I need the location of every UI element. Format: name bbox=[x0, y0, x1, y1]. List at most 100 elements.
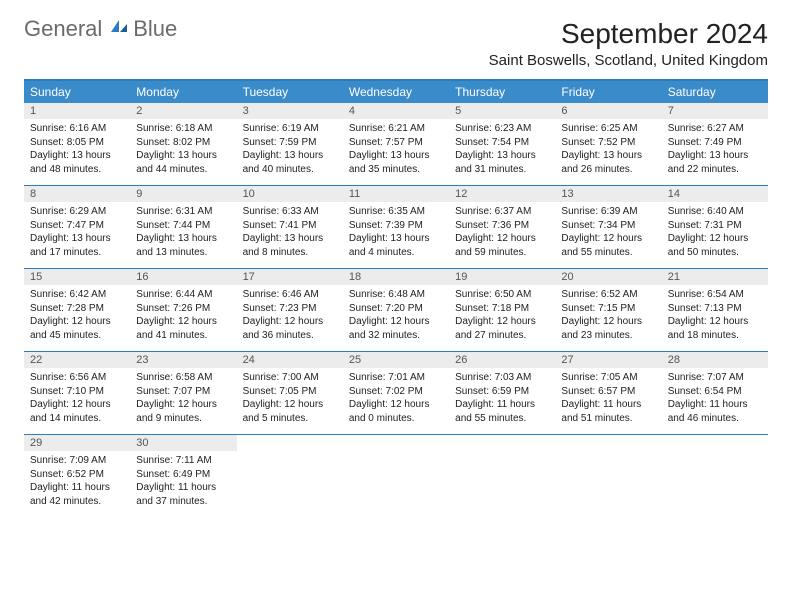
day-daylight1: Daylight: 12 hours bbox=[30, 398, 124, 412]
day-cell: 17Sunrise: 6:46 AMSunset: 7:23 PMDayligh… bbox=[237, 269, 343, 351]
day-number: 9 bbox=[130, 186, 236, 202]
day-sunrise: Sunrise: 6:56 AM bbox=[30, 371, 124, 385]
day-sunrise: Sunrise: 6:27 AM bbox=[668, 122, 762, 136]
day-body: Sunrise: 6:58 AMSunset: 7:07 PMDaylight:… bbox=[130, 368, 236, 431]
day-daylight1: Daylight: 13 hours bbox=[30, 232, 124, 246]
day-header-row: Sunday Monday Tuesday Wednesday Thursday… bbox=[24, 81, 768, 103]
day-number: 25 bbox=[343, 352, 449, 368]
day-cell: 1Sunrise: 6:16 AMSunset: 8:05 PMDaylight… bbox=[24, 103, 130, 185]
day-body: Sunrise: 6:39 AMSunset: 7:34 PMDaylight:… bbox=[555, 202, 661, 265]
day-sunset: Sunset: 7:52 PM bbox=[561, 136, 655, 150]
day-sunset: Sunset: 6:57 PM bbox=[561, 385, 655, 399]
day-daylight2: and 14 minutes. bbox=[30, 412, 124, 426]
day-daylight1: Daylight: 12 hours bbox=[455, 232, 549, 246]
day-daylight1: Daylight: 13 hours bbox=[455, 149, 549, 163]
day-number: 7 bbox=[662, 103, 768, 119]
day-body: Sunrise: 6:52 AMSunset: 7:15 PMDaylight:… bbox=[555, 285, 661, 348]
day-body: Sunrise: 7:11 AMSunset: 6:49 PMDaylight:… bbox=[130, 451, 236, 514]
day-daylight2: and 27 minutes. bbox=[455, 329, 549, 343]
day-daylight2: and 44 minutes. bbox=[136, 163, 230, 177]
title-block: September 2024 Saint Boswells, Scotland,… bbox=[489, 18, 768, 69]
day-number: 10 bbox=[237, 186, 343, 202]
day-number: 16 bbox=[130, 269, 236, 285]
day-cell: 3Sunrise: 6:19 AMSunset: 7:59 PMDaylight… bbox=[237, 103, 343, 185]
day-number: 11 bbox=[343, 186, 449, 202]
day-sunrise: Sunrise: 6:25 AM bbox=[561, 122, 655, 136]
day-daylight1: Daylight: 13 hours bbox=[30, 149, 124, 163]
day-cell: 18Sunrise: 6:48 AMSunset: 7:20 PMDayligh… bbox=[343, 269, 449, 351]
day-sunset: Sunset: 7:47 PM bbox=[30, 219, 124, 233]
day-sunset: Sunset: 7:26 PM bbox=[136, 302, 230, 316]
day-number: 1 bbox=[24, 103, 130, 119]
day-cell: 15Sunrise: 6:42 AMSunset: 7:28 PMDayligh… bbox=[24, 269, 130, 351]
day-sunset: Sunset: 7:15 PM bbox=[561, 302, 655, 316]
day-body: Sunrise: 6:16 AMSunset: 8:05 PMDaylight:… bbox=[24, 119, 130, 182]
day-sunset: Sunset: 7:34 PM bbox=[561, 219, 655, 233]
day-body: Sunrise: 7:01 AMSunset: 7:02 PMDaylight:… bbox=[343, 368, 449, 431]
logo-sail-icon bbox=[109, 18, 129, 39]
day-sunrise: Sunrise: 7:11 AM bbox=[136, 454, 230, 468]
day-daylight2: and 55 minutes. bbox=[561, 246, 655, 260]
day-sunrise: Sunrise: 7:09 AM bbox=[30, 454, 124, 468]
day-daylight1: Daylight: 13 hours bbox=[668, 149, 762, 163]
day-body: Sunrise: 6:54 AMSunset: 7:13 PMDaylight:… bbox=[662, 285, 768, 348]
day-daylight2: and 23 minutes. bbox=[561, 329, 655, 343]
day-daylight2: and 4 minutes. bbox=[349, 246, 443, 260]
day-daylight1: Daylight: 11 hours bbox=[561, 398, 655, 412]
day-number: 18 bbox=[343, 269, 449, 285]
day-sunrise: Sunrise: 7:01 AM bbox=[349, 371, 443, 385]
day-sunset: Sunset: 7:05 PM bbox=[243, 385, 337, 399]
day-sunset: Sunset: 7:41 PM bbox=[243, 219, 337, 233]
day-daylight1: Daylight: 12 hours bbox=[243, 398, 337, 412]
day-header-saturday: Saturday bbox=[662, 81, 768, 103]
day-sunrise: Sunrise: 6:37 AM bbox=[455, 205, 549, 219]
day-body: Sunrise: 6:42 AMSunset: 7:28 PMDaylight:… bbox=[24, 285, 130, 348]
day-daylight2: and 18 minutes. bbox=[668, 329, 762, 343]
day-sunrise: Sunrise: 6:19 AM bbox=[243, 122, 337, 136]
calendar-week: 29Sunrise: 7:09 AMSunset: 6:52 PMDayligh… bbox=[24, 435, 768, 517]
day-number: 14 bbox=[662, 186, 768, 202]
day-sunset: Sunset: 6:59 PM bbox=[455, 385, 549, 399]
day-number: 30 bbox=[130, 435, 236, 451]
day-sunrise: Sunrise: 6:40 AM bbox=[668, 205, 762, 219]
day-number: 29 bbox=[24, 435, 130, 451]
day-cell: 5Sunrise: 6:23 AMSunset: 7:54 PMDaylight… bbox=[449, 103, 555, 185]
day-body: Sunrise: 6:33 AMSunset: 7:41 PMDaylight:… bbox=[237, 202, 343, 265]
day-cell: 12Sunrise: 6:37 AMSunset: 7:36 PMDayligh… bbox=[449, 186, 555, 268]
day-header-thursday: Thursday bbox=[449, 81, 555, 103]
day-daylight2: and 35 minutes. bbox=[349, 163, 443, 177]
day-header-friday: Friday bbox=[555, 81, 661, 103]
day-daylight2: and 50 minutes. bbox=[668, 246, 762, 260]
day-sunrise: Sunrise: 6:16 AM bbox=[30, 122, 124, 136]
day-body: Sunrise: 6:50 AMSunset: 7:18 PMDaylight:… bbox=[449, 285, 555, 348]
day-cell: 26Sunrise: 7:03 AMSunset: 6:59 PMDayligh… bbox=[449, 352, 555, 434]
day-sunset: Sunset: 7:28 PM bbox=[30, 302, 124, 316]
day-daylight2: and 22 minutes. bbox=[668, 163, 762, 177]
day-number: 8 bbox=[24, 186, 130, 202]
day-sunrise: Sunrise: 6:42 AM bbox=[30, 288, 124, 302]
day-daylight2: and 37 minutes. bbox=[136, 495, 230, 509]
day-number: 17 bbox=[237, 269, 343, 285]
day-daylight2: and 13 minutes. bbox=[136, 246, 230, 260]
day-body: Sunrise: 6:29 AMSunset: 7:47 PMDaylight:… bbox=[24, 202, 130, 265]
day-number: 27 bbox=[555, 352, 661, 368]
day-number: 22 bbox=[24, 352, 130, 368]
day-daylight1: Daylight: 12 hours bbox=[136, 315, 230, 329]
day-cell: 11Sunrise: 6:35 AMSunset: 7:39 PMDayligh… bbox=[343, 186, 449, 268]
day-number: 4 bbox=[343, 103, 449, 119]
day-sunrise: Sunrise: 6:58 AM bbox=[136, 371, 230, 385]
day-daylight1: Daylight: 12 hours bbox=[668, 315, 762, 329]
day-header-monday: Monday bbox=[130, 81, 236, 103]
day-body: Sunrise: 7:05 AMSunset: 6:57 PMDaylight:… bbox=[555, 368, 661, 431]
day-cell: 29Sunrise: 7:09 AMSunset: 6:52 PMDayligh… bbox=[24, 435, 130, 517]
day-number: 28 bbox=[662, 352, 768, 368]
day-body: Sunrise: 6:25 AMSunset: 7:52 PMDaylight:… bbox=[555, 119, 661, 182]
day-cell bbox=[449, 435, 555, 517]
day-cell: 25Sunrise: 7:01 AMSunset: 7:02 PMDayligh… bbox=[343, 352, 449, 434]
day-daylight2: and 36 minutes. bbox=[243, 329, 337, 343]
day-daylight1: Daylight: 13 hours bbox=[561, 149, 655, 163]
day-cell bbox=[662, 435, 768, 517]
day-daylight1: Daylight: 12 hours bbox=[243, 315, 337, 329]
day-number: 12 bbox=[449, 186, 555, 202]
day-cell: 13Sunrise: 6:39 AMSunset: 7:34 PMDayligh… bbox=[555, 186, 661, 268]
